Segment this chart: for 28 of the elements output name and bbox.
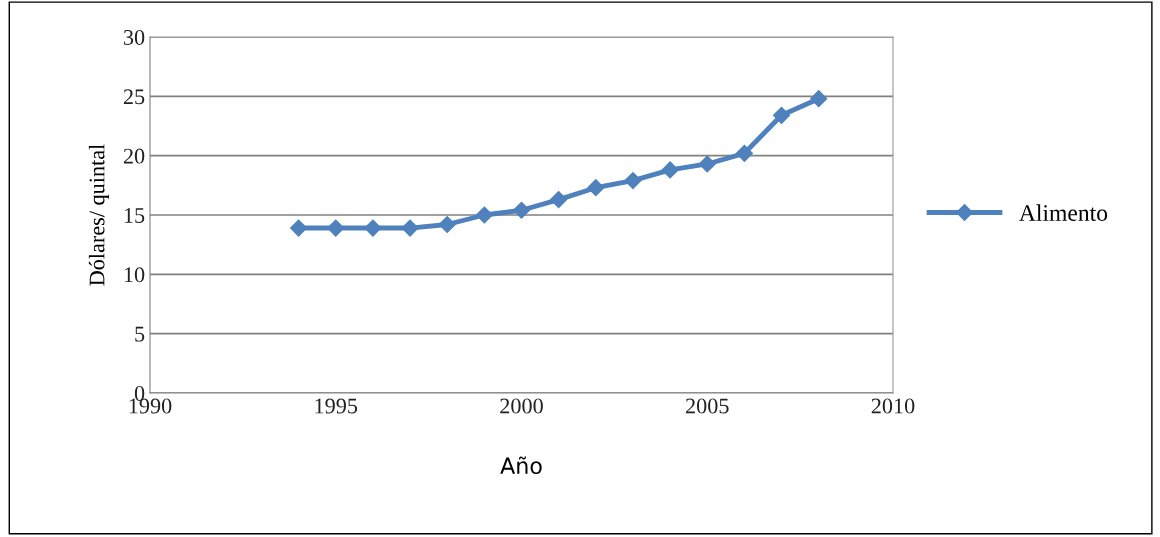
point [327,219,345,237]
point [772,106,791,124]
point [401,219,419,237]
point [475,206,493,224]
point [512,201,531,219]
x-tick-label: 2000 [500,398,543,414]
point [661,161,679,179]
y-tick-label: 30 [123,29,145,45]
point [810,90,828,108]
y-tick-label: 20 [123,148,145,164]
y-tick-label: 5 [135,326,145,342]
point [735,144,753,162]
point [364,219,382,237]
x-tick-label: 1995 [315,398,358,414]
x-tick-label: 2005 [686,398,729,414]
x-tick-label: 2010 [871,398,915,414]
point [290,219,308,237]
y-axis-title: Dólares/ quintal [88,144,110,286]
point [587,179,605,197]
y-tick-label: 10 [124,267,145,283]
point [698,155,716,173]
y-tick-label: 25 [123,89,145,105]
x-axis-title: Año [500,456,542,475]
y-tick-label: 15 [124,208,145,223]
legend-label: Alimento [1019,204,1108,221]
point [438,215,456,234]
point [624,172,642,190]
point [550,191,568,209]
